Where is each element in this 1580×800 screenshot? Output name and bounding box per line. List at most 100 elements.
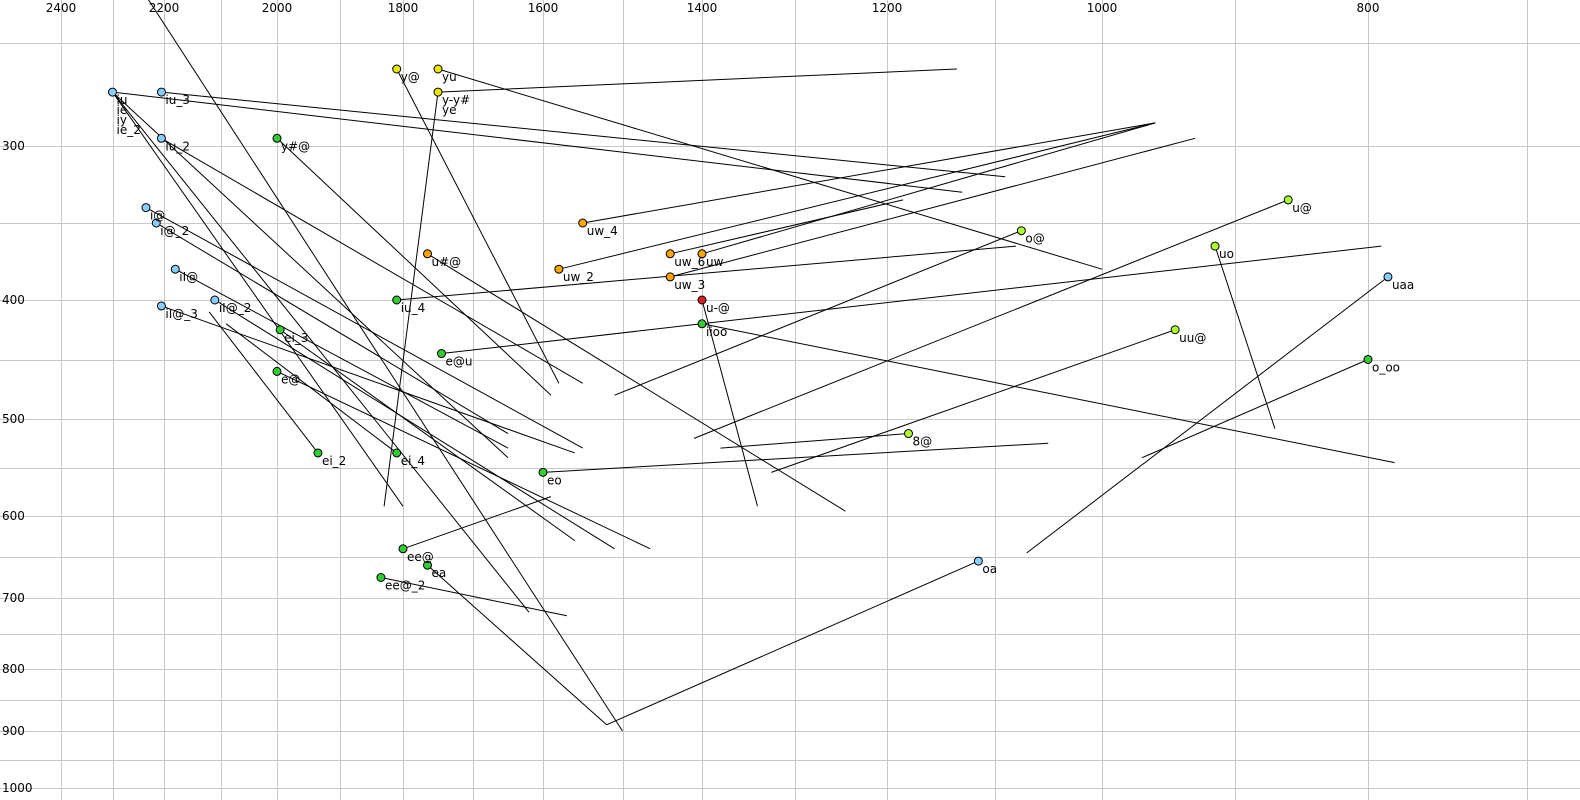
data-label: ei_2	[322, 454, 346, 468]
trajectory-line	[147, 0, 623, 732]
data-label: o@	[1025, 232, 1044, 246]
trajectory-line	[1026, 276, 1389, 554]
data-label: ie	[117, 103, 128, 117]
data-point	[904, 429, 913, 439]
trajectory-line	[542, 442, 1049, 473]
data-points	[108, 64, 1393, 582]
data-point	[313, 448, 323, 458]
data-label: i@_2	[160, 224, 189, 238]
data-label: yu	[442, 70, 457, 84]
data-point	[376, 573, 386, 582]
y-tick-label: 700	[2, 591, 25, 605]
data-point	[1283, 195, 1293, 205]
data-point	[272, 366, 282, 376]
trajectory-line	[145, 207, 583, 449]
trajectory-line	[276, 370, 651, 550]
data-point	[1363, 355, 1373, 364]
trajectory-line	[208, 311, 319, 454]
x-tick-label: 800	[1357, 1, 1380, 15]
data-point	[433, 64, 443, 74]
y-tick-label: 800	[2, 662, 25, 676]
trajectory-line	[437, 68, 1103, 270]
data-label: uaa	[1392, 278, 1414, 292]
data-point	[433, 87, 443, 97]
data-label: iioo	[706, 325, 727, 339]
trajectory-line	[402, 496, 552, 550]
trajectory-line	[558, 122, 1156, 270]
y-tick-label: 400	[2, 293, 25, 307]
data-point	[272, 133, 282, 143]
data-point	[156, 87, 166, 97]
trajectory-line	[112, 91, 530, 613]
tick-labels: 2400 2200 2000 1800 1600 1400 1200 1000 80030040…	[2, 1, 1379, 795]
data-label: ei_3	[284, 331, 308, 345]
data-point	[554, 264, 564, 274]
data-label: y-y#	[442, 93, 470, 107]
data-label: uw_3	[674, 278, 705, 292]
data-point	[973, 556, 983, 566]
trajectory-line	[701, 122, 1156, 255]
trajectory-line	[582, 122, 1156, 224]
data-label: iI@_3	[165, 307, 198, 321]
data-point	[156, 133, 166, 143]
trajectory-line	[670, 199, 904, 255]
trajectory-line	[441, 245, 1382, 355]
data-point	[210, 295, 220, 305]
trajectory-line	[156, 222, 509, 434]
trajectory-line	[112, 91, 404, 507]
trajectory-line	[1141, 359, 1369, 459]
y-tick-label: 900	[2, 724, 25, 738]
trajectory-line	[161, 137, 584, 384]
trajectory-line	[693, 199, 1289, 439]
data-point	[392, 64, 402, 74]
trajectory-line	[771, 329, 1176, 473]
trajectory-line	[437, 68, 957, 93]
data-label: iI@	[179, 270, 198, 284]
data-point	[665, 249, 675, 259]
trajectory-line	[701, 299, 758, 507]
data-point	[170, 264, 180, 274]
data-label: iu_2	[165, 139, 190, 153]
y-tick-label: 1000	[2, 781, 33, 795]
data-label: ei_4	[401, 454, 425, 468]
data-label: i@	[150, 209, 165, 223]
data-point	[156, 301, 166, 311]
data-point	[108, 87, 117, 97]
trajectory-line	[214, 299, 615, 550]
trajectory-line	[427, 564, 607, 726]
data-label: ea	[432, 566, 447, 580]
data-point	[1016, 226, 1026, 236]
trajectory-line	[670, 137, 1196, 278]
data-point	[1383, 272, 1393, 282]
data-label: y@	[401, 70, 420, 84]
data-label: iy	[117, 113, 127, 127]
data-point	[392, 295, 402, 305]
data-label: uw_4	[587, 224, 618, 238]
data-label: iu_4	[401, 301, 426, 315]
y-tick-label: 600	[2, 509, 25, 523]
data-label: u@	[1292, 201, 1312, 215]
x-tick-label: 2400	[46, 1, 77, 15]
x-tick-label: 1000	[1087, 1, 1118, 15]
data-label: iu	[117, 93, 128, 107]
data-label: uw	[706, 255, 724, 269]
data-point	[141, 203, 151, 213]
data-label: ye	[442, 103, 456, 117]
trajectory-line	[175, 268, 509, 449]
data-label: ee@_2	[385, 579, 425, 593]
data-label: uw_6	[674, 255, 705, 269]
data-point	[1210, 241, 1220, 251]
data-label: eo	[547, 473, 562, 487]
data-label: u#@	[432, 255, 462, 269]
trajectory-line	[396, 68, 560, 384]
trajectory-line	[112, 91, 509, 459]
data-label: e@u	[446, 355, 473, 369]
data-point	[538, 467, 548, 477]
data-label: e@	[281, 372, 300, 386]
data-label: uw_2	[563, 270, 594, 284]
trajectory-line	[1214, 245, 1276, 429]
data-label: o_oo	[1372, 361, 1400, 375]
x-tick-label: 1600	[528, 1, 559, 15]
